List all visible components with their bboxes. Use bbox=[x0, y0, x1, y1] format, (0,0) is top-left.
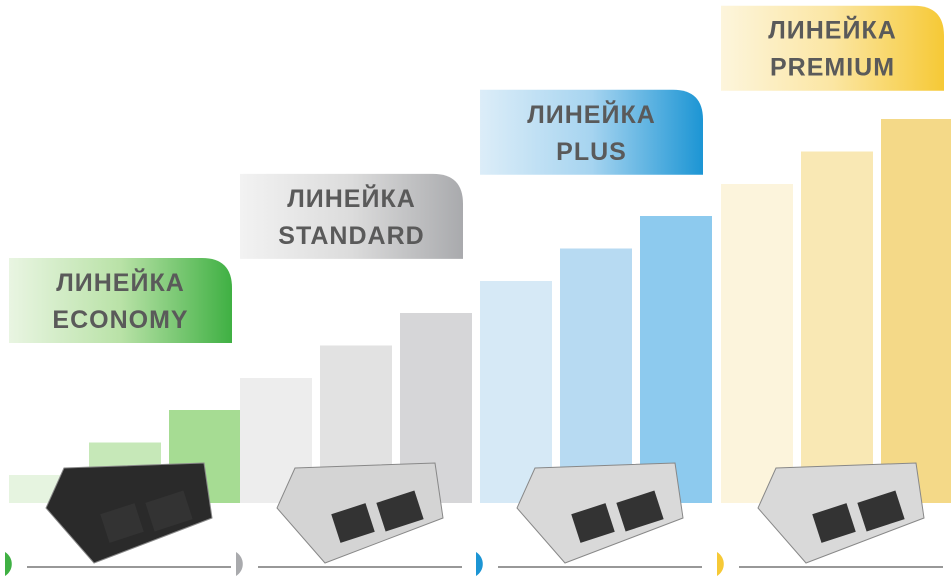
marker-dot bbox=[5, 552, 12, 576]
line-name: PREMIUM bbox=[770, 54, 895, 82]
marker-dot bbox=[476, 552, 483, 576]
line-name: STANDARD bbox=[278, 222, 424, 250]
line-name: ECONOMY bbox=[52, 306, 188, 334]
product-line: ЛИНЕЙКА ECONOMY bbox=[5, 258, 241, 576]
line-name: PLUS bbox=[556, 138, 627, 166]
page: ЛИНЕЙКА ECONOMY ЛИНЕЙКА STANDARD ЛИНЕЙКА PLUS… bbox=[0, 0, 951, 576]
step-bar bbox=[721, 184, 793, 503]
step-bar bbox=[801, 152, 873, 504]
line-prefix: ЛИНЕЙКА bbox=[56, 267, 185, 297]
line-prefix: ЛИНЕЙКА bbox=[287, 183, 416, 213]
marker-dot bbox=[236, 552, 243, 576]
marker-dot bbox=[717, 552, 724, 576]
product-line: ЛИНЕЙКА PREMIUM bbox=[717, 6, 951, 576]
line-prefix: ЛИНЕЙКА bbox=[768, 15, 897, 45]
product-line: ЛИНЕЙКА STANDARD bbox=[236, 174, 472, 576]
product-lines: ЛИНЕЙКА ECONOMY ЛИНЕЙКА STANDARD ЛИНЕЙКА PLUS… bbox=[0, 0, 951, 576]
step-bar bbox=[881, 119, 951, 503]
product-line: ЛИНЕЙКА PLUS bbox=[476, 90, 712, 576]
step-bar bbox=[640, 216, 712, 503]
line-prefix: ЛИНЕЙКА bbox=[527, 99, 656, 129]
